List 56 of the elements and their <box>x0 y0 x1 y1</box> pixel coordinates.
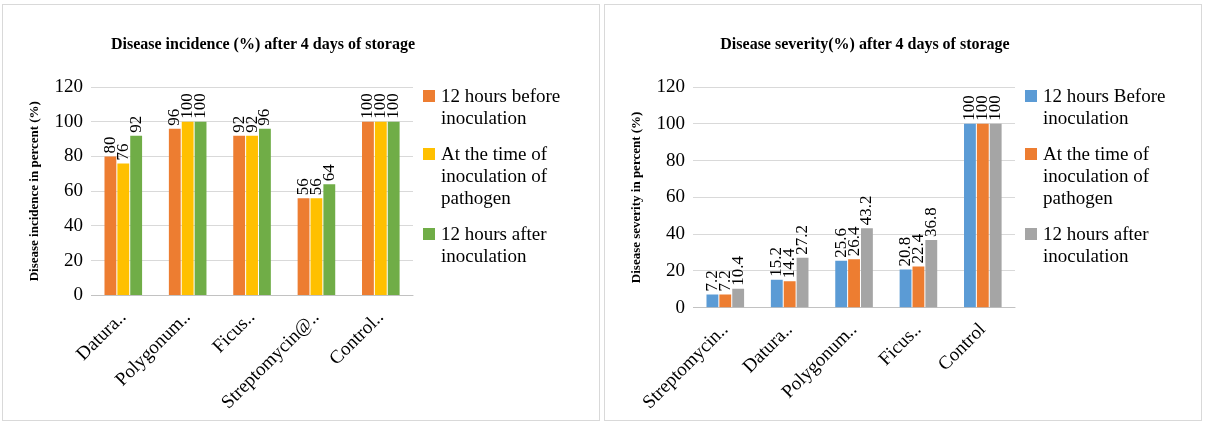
bar <box>783 281 796 308</box>
data-label: 43.2 <box>856 195 876 226</box>
y-tick-label: 120 <box>656 74 686 96</box>
bar <box>912 266 925 308</box>
bar <box>168 128 181 295</box>
bar <box>374 121 387 295</box>
bar <box>117 163 130 295</box>
legend-label: 12 hours Before inoculation <box>1043 85 1167 129</box>
bar <box>259 128 271 295</box>
bar <box>297 198 310 295</box>
legend-label: At the time of inoculation of pathogen <box>441 143 549 209</box>
bar <box>194 121 207 295</box>
bar <box>899 269 912 308</box>
chart-title: Disease severity(%) after 4 days of storage <box>719 35 1011 53</box>
y-tick-label: 120 <box>54 74 84 96</box>
y-axis-title: Disease severity in percent (%) <box>628 111 644 284</box>
legend-label: 12 hours after inoculation <box>1043 223 1150 267</box>
bar <box>233 135 246 295</box>
bar <box>706 294 719 308</box>
y-axis-title: Disease incidence in percent (%) <box>26 101 42 282</box>
y-tick-label: 80 <box>64 144 84 166</box>
y-tick-label: 0 <box>675 295 686 317</box>
bar <box>925 240 938 308</box>
legend-label: 12 hours before inoculation <box>441 85 562 129</box>
bar <box>130 135 143 295</box>
bar <box>848 259 860 308</box>
bar <box>181 121 194 295</box>
bar <box>989 123 1002 308</box>
bar <box>323 184 336 295</box>
y-tick-label: 80 <box>666 148 686 170</box>
bar <box>362 121 374 295</box>
bar <box>387 121 400 295</box>
legend-label: 12 hours after inoculation <box>441 223 548 267</box>
bar <box>246 135 258 295</box>
bar <box>861 228 873 308</box>
y-tick-label: 0 <box>73 283 84 305</box>
bar <box>104 156 117 295</box>
bar <box>770 279 783 308</box>
y-tick-label: 20 <box>666 258 686 280</box>
y-tick-label: 60 <box>64 179 84 201</box>
y-tick-label: 100 <box>656 111 686 133</box>
data-label: 92 <box>125 115 145 133</box>
y-tick-label: 40 <box>64 213 84 235</box>
bar <box>964 123 976 308</box>
chart-title: Disease incidence (%) after 4 days of storage <box>109 35 417 53</box>
bar <box>732 288 745 308</box>
bar <box>976 123 989 308</box>
y-tick-label: 40 <box>666 222 686 244</box>
bar <box>310 198 323 295</box>
y-tick-label: 20 <box>64 248 84 270</box>
bar <box>796 257 809 308</box>
bar <box>835 260 848 308</box>
y-tick-label: 60 <box>666 185 686 207</box>
bar <box>719 294 732 308</box>
y-tick-label: 100 <box>54 109 84 131</box>
legend-label: At the time of inoculation of pathogen <box>1043 143 1151 209</box>
